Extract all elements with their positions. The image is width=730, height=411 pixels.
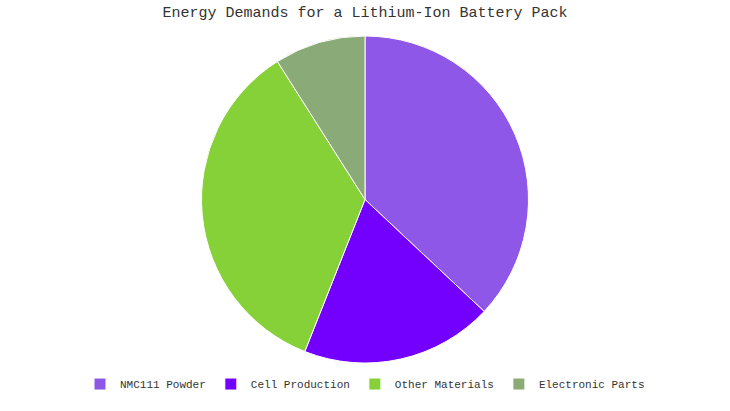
svg-text:Cell Production: Cell Production	[251, 379, 350, 391]
svg-text:NMC111 Powder: NMC111 Powder	[120, 379, 206, 391]
svg-text:Other Materials: Other Materials	[395, 379, 494, 391]
svg-text:Energy Demands for a Lithium-I: Energy Demands for a Lithium-Ion Battery…	[162, 5, 567, 22]
svg-text:Electronic Parts: Electronic Parts	[539, 379, 645, 391]
